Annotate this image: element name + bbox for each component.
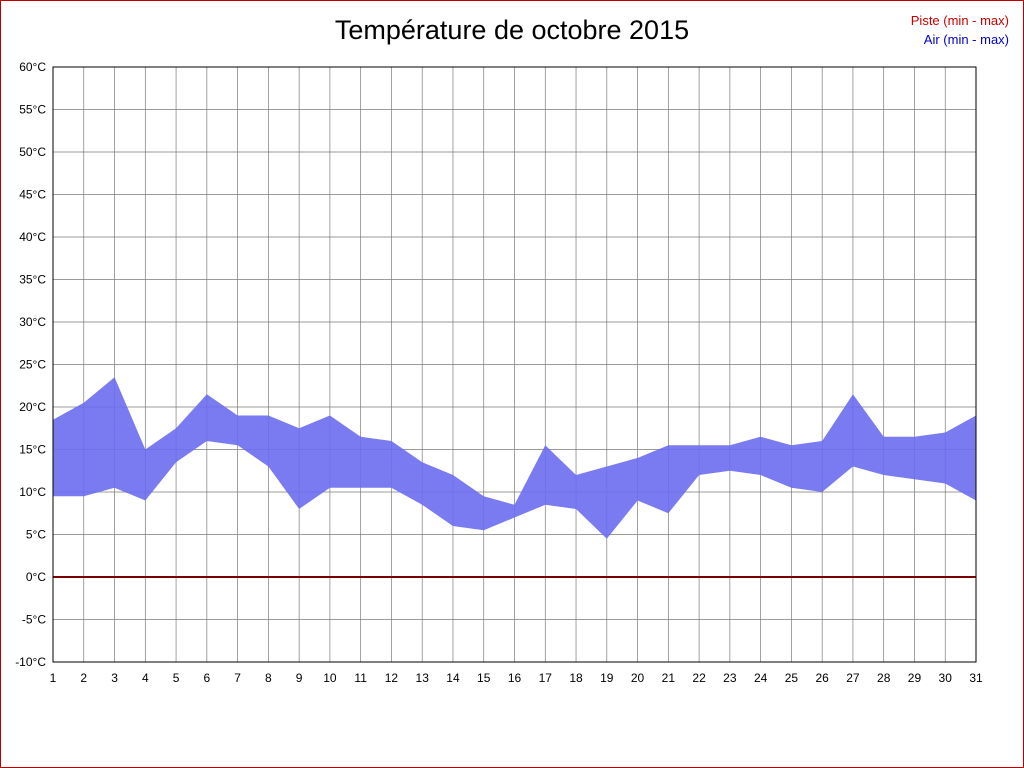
svg-text:1: 1 (50, 671, 57, 685)
svg-text:27: 27 (846, 671, 860, 685)
svg-text:5: 5 (173, 671, 180, 685)
svg-text:29: 29 (908, 671, 922, 685)
svg-text:55°C: 55°C (19, 103, 46, 117)
svg-text:18: 18 (569, 671, 583, 685)
chart-legend: Piste (min - max) Air (min - max) (911, 11, 1009, 49)
svg-text:15°C: 15°C (19, 443, 46, 457)
svg-text:9: 9 (296, 671, 303, 685)
svg-text:20: 20 (631, 671, 645, 685)
svg-text:30°C: 30°C (19, 315, 46, 329)
svg-text:8: 8 (265, 671, 272, 685)
svg-text:20°C: 20°C (19, 400, 46, 414)
svg-text:2: 2 (80, 671, 87, 685)
svg-text:45°C: 45°C (19, 188, 46, 202)
svg-text:31: 31 (969, 671, 983, 685)
svg-text:10°C: 10°C (19, 485, 46, 499)
svg-text:28: 28 (877, 671, 891, 685)
svg-text:15: 15 (477, 671, 491, 685)
svg-text:50°C: 50°C (19, 145, 46, 159)
svg-text:13: 13 (416, 671, 430, 685)
svg-text:22: 22 (692, 671, 706, 685)
svg-text:4: 4 (142, 671, 149, 685)
svg-text:-10°C: -10°C (15, 655, 46, 669)
svg-text:40°C: 40°C (19, 230, 46, 244)
svg-text:30: 30 (939, 671, 953, 685)
svg-text:0°C: 0°C (26, 570, 46, 584)
svg-text:12: 12 (385, 671, 399, 685)
legend-piste-label: Piste (min - max) (910, 13, 1009, 28)
svg-text:6: 6 (203, 671, 210, 685)
svg-text:11: 11 (354, 671, 367, 685)
svg-text:24: 24 (754, 671, 768, 685)
svg-text:60°C: 60°C (19, 60, 46, 74)
legend-air-label: Air (min - max) (923, 32, 1009, 47)
chart-title: Température de octobre 2015 (334, 15, 690, 45)
svg-text:16: 16 (508, 671, 522, 685)
svg-text:-5°C: -5°C (22, 613, 46, 627)
svg-text:17: 17 (539, 671, 553, 685)
svg-text:5°C: 5°C (26, 528, 46, 542)
svg-text:19: 19 (600, 671, 614, 685)
svg-text:26: 26 (815, 671, 829, 685)
svg-text:10: 10 (323, 671, 337, 685)
svg-text:35°C: 35°C (19, 273, 46, 287)
svg-text:14: 14 (446, 671, 460, 685)
svg-text:25: 25 (785, 671, 799, 685)
svg-text:3: 3 (111, 671, 118, 685)
svg-text:21: 21 (662, 671, 676, 685)
svg-text:23: 23 (723, 671, 737, 685)
svg-text:25°C: 25°C (19, 358, 46, 372)
svg-text:7: 7 (234, 671, 241, 685)
